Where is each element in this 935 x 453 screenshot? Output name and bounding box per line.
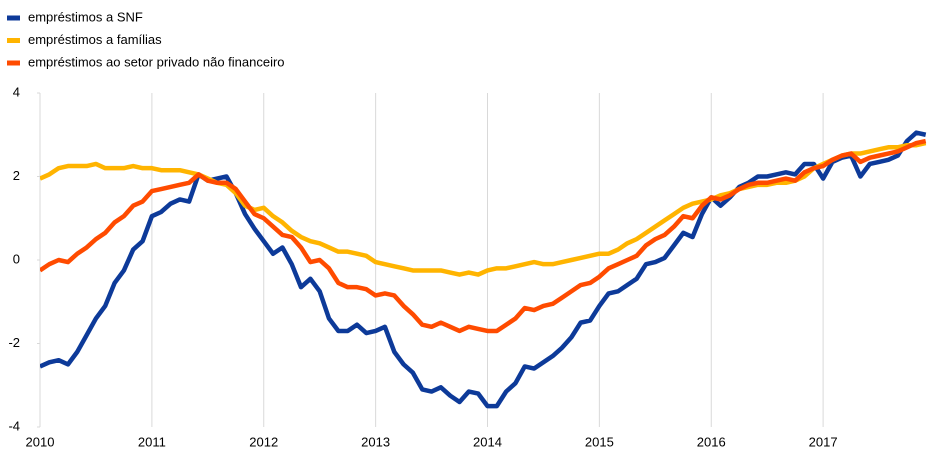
x-tick-label: 2016 xyxy=(697,434,726,449)
x-tick-label: 2010 xyxy=(26,434,55,449)
y-tick-label: 0 xyxy=(13,251,20,266)
x-tick-label: 2014 xyxy=(473,434,502,449)
x-tick-label: 2015 xyxy=(585,434,614,449)
legend-label: empréstimos ao setor privado não finance… xyxy=(28,54,285,69)
series-line xyxy=(40,138,927,334)
legend-label: empréstimos a famílias xyxy=(28,32,162,47)
x-tick-label: 2011 xyxy=(138,434,166,449)
y-tick-label: 4 xyxy=(13,84,20,99)
x-tick-label: 2012 xyxy=(249,434,278,449)
legend-label: empréstimos a SNF xyxy=(28,9,143,24)
x-tick-label: 2017 xyxy=(809,434,838,449)
y-tick-label: -2 xyxy=(8,335,20,350)
series-line xyxy=(40,130,927,409)
y-tick-label: 2 xyxy=(13,168,20,183)
y-tick-label: -4 xyxy=(8,418,20,433)
series-line xyxy=(40,140,927,277)
x-tick-label: 2013 xyxy=(361,434,390,449)
